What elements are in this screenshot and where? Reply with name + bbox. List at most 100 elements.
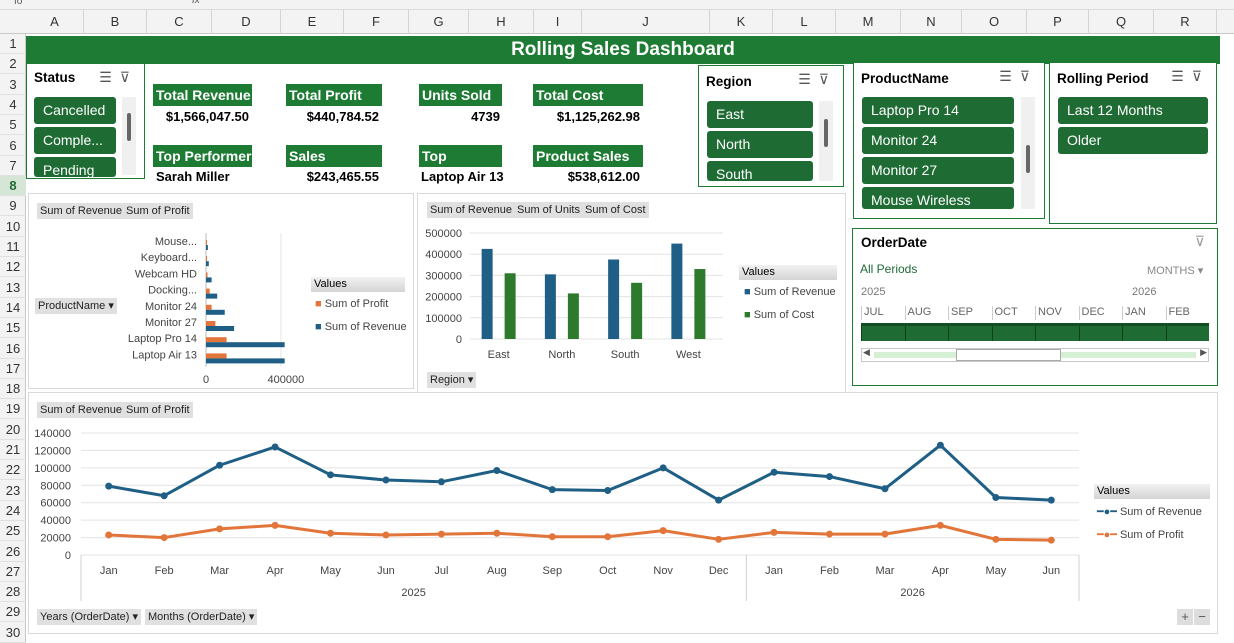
column-header-m[interactable]: M [836, 10, 901, 34]
row-header-7[interactable]: 7 [0, 156, 26, 176]
column-header-d[interactable]: D [212, 10, 281, 34]
column-header-q[interactable]: Q [1089, 10, 1154, 34]
column-header-h[interactable]: H [469, 10, 534, 34]
row-header-9[interactable]: 9 [0, 196, 26, 217]
status-slicer-scrollbar[interactable] [122, 97, 136, 175]
slicer-item-east[interactable]: East [707, 101, 813, 128]
column-header-e[interactable]: E [281, 10, 344, 34]
row-header-26[interactable]: 26 [0, 542, 26, 562]
bar-sum-of-revenue [206, 326, 235, 331]
timeline-scroll-thumb[interactable] [956, 349, 1061, 361]
slicer-item-completed[interactable]: Comple... [34, 127, 116, 154]
row-header-15[interactable]: 15 [0, 318, 26, 339]
field-button-sum-of-revenue[interactable]: Sum of Revenue [37, 203, 125, 219]
clear-filter-icon[interactable]: ⊽ [1191, 68, 1210, 84]
column-header-k[interactable]: K [710, 10, 773, 34]
product-slicer-scrollbar[interactable] [1021, 97, 1035, 209]
clear-filter-icon[interactable]: ⊽ [119, 69, 138, 85]
column-header-i[interactable]: I [534, 10, 582, 34]
field-button-sum-of-cost[interactable]: Sum of Cost [582, 202, 649, 218]
slicer-item-north[interactable]: North [707, 131, 813, 158]
month-label: Mar [875, 565, 894, 577]
slicer-item-last-12-months[interactable]: Last 12 Months [1058, 97, 1208, 124]
column-header-j[interactable]: J [582, 10, 710, 34]
slicer-item-laptop-pro-14[interactable]: Laptop Pro 14 [862, 97, 1014, 124]
row-header-1[interactable]: 1 [0, 34, 26, 54]
row-header-5[interactable]: 5 [0, 115, 26, 136]
field-button-sum-of-profit[interactable]: Sum of Profit [123, 203, 193, 219]
axis-field-region[interactable]: Region ▾ [427, 372, 477, 388]
slicer-item-cancelled[interactable]: Cancelled [34, 97, 116, 124]
slicer-item-older[interactable]: Older [1058, 127, 1208, 154]
timeline-bar[interactable] [861, 323, 1209, 341]
timeline-all-periods: All Periods [860, 262, 918, 276]
formula-bar[interactable]: fo fx [0, 0, 1234, 10]
timeline-scrollbar[interactable]: ◀ ▶ [861, 347, 1209, 362]
row-header-4[interactable]: 4 [0, 95, 26, 115]
timeline-unit-select[interactable]: MONTHS ▾ [1147, 265, 1204, 277]
category-label: Monitor 24 [145, 301, 197, 313]
region-slicer-scrollbar[interactable] [819, 101, 833, 181]
clear-filter-icon[interactable]: ⊽ [818, 71, 837, 87]
column-header-r[interactable]: R [1154, 10, 1217, 34]
row-header-8[interactable]: 8 [0, 176, 26, 197]
expand-button[interactable]: + [1177, 609, 1193, 625]
multi-select-icon[interactable]: ☰ [798, 71, 819, 87]
slicer-item-monitor-24[interactable]: Monitor 24 [862, 127, 1014, 154]
scroll-left-icon[interactable]: ◀ [863, 347, 870, 357]
slicer-item-mouse-wireless[interactable]: Mouse Wireless [862, 187, 1014, 209]
field-button-sum-of-revenue[interactable]: Sum of Revenue [37, 402, 125, 418]
column-header-a[interactable]: A [26, 10, 84, 34]
slicer-item-pending[interactable]: Pending [34, 157, 116, 177]
row-header-23[interactable]: 23 [0, 481, 26, 501]
clear-filter-icon[interactable]: ⊽ [1019, 68, 1038, 84]
row-header-25[interactable]: 25 [0, 521, 26, 542]
column-header-c[interactable]: C [147, 10, 212, 34]
scroll-right-icon[interactable]: ▶ [1200, 347, 1207, 357]
row-header-21[interactable]: 21 [0, 440, 26, 460]
collapse-button[interactable]: − [1194, 609, 1210, 625]
column-header-o[interactable]: O [962, 10, 1027, 34]
column-header-n[interactable]: N [901, 10, 962, 34]
row-header-16[interactable]: 16 [0, 339, 26, 359]
row-header-3[interactable]: 3 [0, 75, 26, 95]
row-header-20[interactable]: 20 [0, 420, 26, 440]
column-header-b[interactable]: B [84, 10, 147, 34]
row-header-22[interactable]: 22 [0, 460, 26, 481]
slicer-item-monitor-27[interactable]: Monitor 27 [862, 157, 1014, 184]
bar-sum-of-revenue [608, 259, 620, 339]
bar-sum-of-revenue [544, 274, 556, 339]
row-header-19[interactable]: 19 [0, 399, 26, 420]
row-header-28[interactable]: 28 [0, 582, 26, 603]
row-header-11[interactable]: 11 [0, 237, 26, 257]
row-header-17[interactable]: 17 [0, 359, 26, 379]
row-header-27[interactable]: 27 [0, 562, 26, 582]
axis-field-years[interactable]: Years (OrderDate) ▾ [37, 609, 142, 625]
field-button-sum-of-units[interactable]: Sum of Units [514, 202, 583, 218]
row-header-29[interactable]: 29 [0, 602, 26, 623]
slicer-item-south[interactable]: South [707, 161, 813, 181]
field-button-sum-of-profit[interactable]: Sum of Profit [123, 402, 193, 418]
row-header-18[interactable]: 18 [0, 379, 26, 400]
axis-field-productname[interactable]: ProductName ▾ [35, 298, 117, 314]
multi-select-icon[interactable]: ☰ [99, 69, 120, 85]
bar-sum-of-cost [504, 273, 516, 339]
name-box[interactable]: fo [14, 0, 23, 7]
row-header-24[interactable]: 24 [0, 501, 26, 521]
row-header-12[interactable]: 12 [0, 257, 26, 278]
row-header-6[interactable]: 6 [0, 136, 26, 156]
column-header-p[interactable]: P [1027, 10, 1089, 34]
multi-select-icon[interactable]: ☰ [1171, 68, 1192, 84]
row-header-14[interactable]: 14 [0, 298, 26, 318]
clear-filter-icon[interactable]: ⊽ [1194, 233, 1205, 249]
column-header-l[interactable]: L [773, 10, 836, 34]
axis-field-months[interactable]: Months (OrderDate) ▾ [145, 609, 258, 625]
multi-select-icon[interactable]: ☰ [999, 68, 1020, 84]
column-header-f[interactable]: F [344, 10, 409, 34]
row-header-30[interactable]: 30 [0, 623, 26, 643]
row-header-10[interactable]: 10 [0, 217, 26, 237]
row-header-13[interactable]: 13 [0, 278, 26, 298]
field-button-sum-of-revenue[interactable]: Sum of Revenue [427, 202, 515, 218]
column-header-g[interactable]: G [409, 10, 469, 34]
row-header-2[interactable]: 2 [0, 54, 26, 75]
